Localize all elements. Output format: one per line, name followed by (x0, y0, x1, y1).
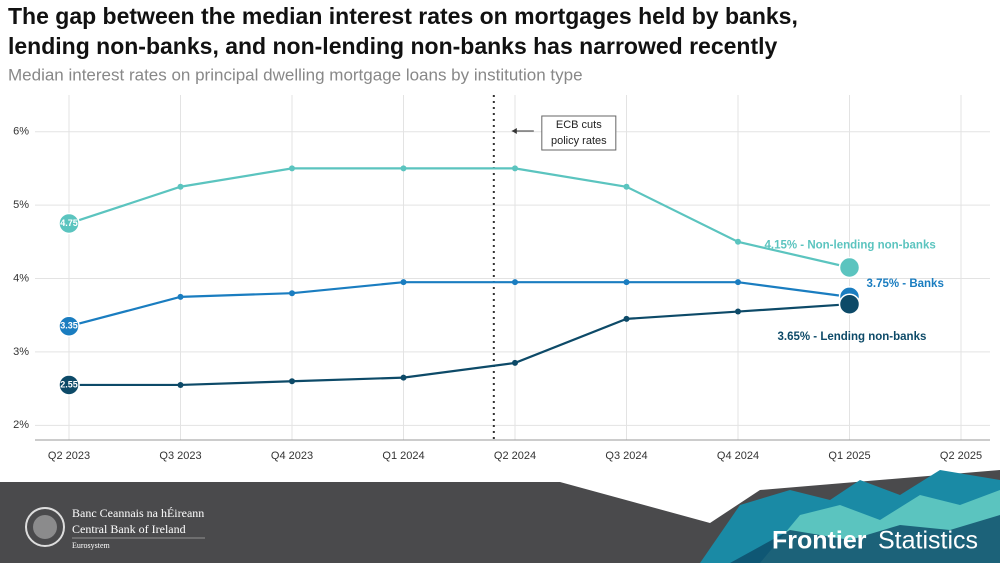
endpoint (58, 374, 80, 396)
y-tick-label: 2% (13, 419, 29, 431)
y-tick-label: 4% (13, 272, 29, 284)
footer: Banc Ceannais na hÉireann Central Bank o… (0, 470, 1000, 563)
x-tick-label: Q1 2025 (828, 450, 870, 462)
logo (25, 507, 65, 547)
point (623, 315, 630, 322)
x-tick-label: Q2 2025 (940, 450, 982, 462)
annotation: policy rates (551, 135, 607, 147)
endpoint (58, 212, 80, 235)
point (512, 165, 518, 172)
brand: Frontier (772, 527, 867, 555)
data-label: 2.55 (60, 379, 78, 389)
y-tick-label: 5% (13, 199, 29, 211)
point (289, 378, 295, 385)
point (512, 279, 518, 286)
series-line (68, 167, 850, 269)
end-label: 3.65% - Lending non-banks (778, 331, 927, 343)
point (400, 374, 407, 381)
endpoint (58, 315, 80, 337)
point (289, 165, 295, 172)
data-label: 4.75 (60, 218, 78, 228)
point (512, 359, 518, 366)
series-line (69, 303, 850, 387)
x-tick-label: Q1 2024 (382, 450, 424, 462)
endpoint (838, 256, 861, 279)
x-tick-label: Q3 2023 (159, 450, 201, 462)
chart-title: lending non-banks, and non-lending non-b… (8, 33, 777, 59)
point (735, 308, 741, 315)
annotation-box (541, 115, 617, 151)
point (177, 293, 184, 300)
endpoint (838, 293, 861, 315)
x-tick-label: Q2 2024 (494, 450, 536, 462)
point (735, 238, 741, 245)
x-tick-label: Q2 2023 (48, 450, 90, 462)
brand: Statistics (878, 527, 978, 555)
x-tick-label: Q4 2024 (717, 450, 759, 462)
point (400, 165, 407, 172)
end-label: 3.75% - Banks (867, 278, 944, 290)
x-tick-label: Q4 2023 (271, 450, 313, 462)
logo (33, 515, 57, 539)
point (289, 290, 295, 297)
x-tick-label: Q3 2024 (605, 450, 647, 462)
chart-title: The gap between the median interest rate… (8, 3, 798, 29)
point (400, 279, 407, 286)
annotation: ECB cuts (556, 119, 602, 131)
chart-subtitle: Median interest rates on principal dwell… (8, 65, 583, 84)
data-label: 3.35 (60, 321, 78, 331)
series-line (68, 281, 850, 328)
end-label: 4.15% - Non-lending non-banks (765, 240, 936, 252)
bank-name: Banc Ceannais na hÉireann (72, 506, 204, 520)
bank-name: Central Bank of Ireland (72, 522, 186, 536)
point (177, 183, 184, 190)
decor (730, 515, 1000, 563)
point (623, 183, 630, 190)
point (177, 381, 184, 388)
point (623, 279, 630, 286)
plot: 2% 3% 4% 5% 6% Q2 2023 Q3 2023 Q4 2023 Q1 2024 Q2… (13, 95, 990, 462)
y-tick-label: 3% (13, 346, 29, 358)
y-tick-label: 6% (13, 126, 29, 138)
eurosystem: Eurosystem (72, 541, 111, 550)
point (735, 279, 741, 286)
arrow-head (511, 128, 517, 134)
